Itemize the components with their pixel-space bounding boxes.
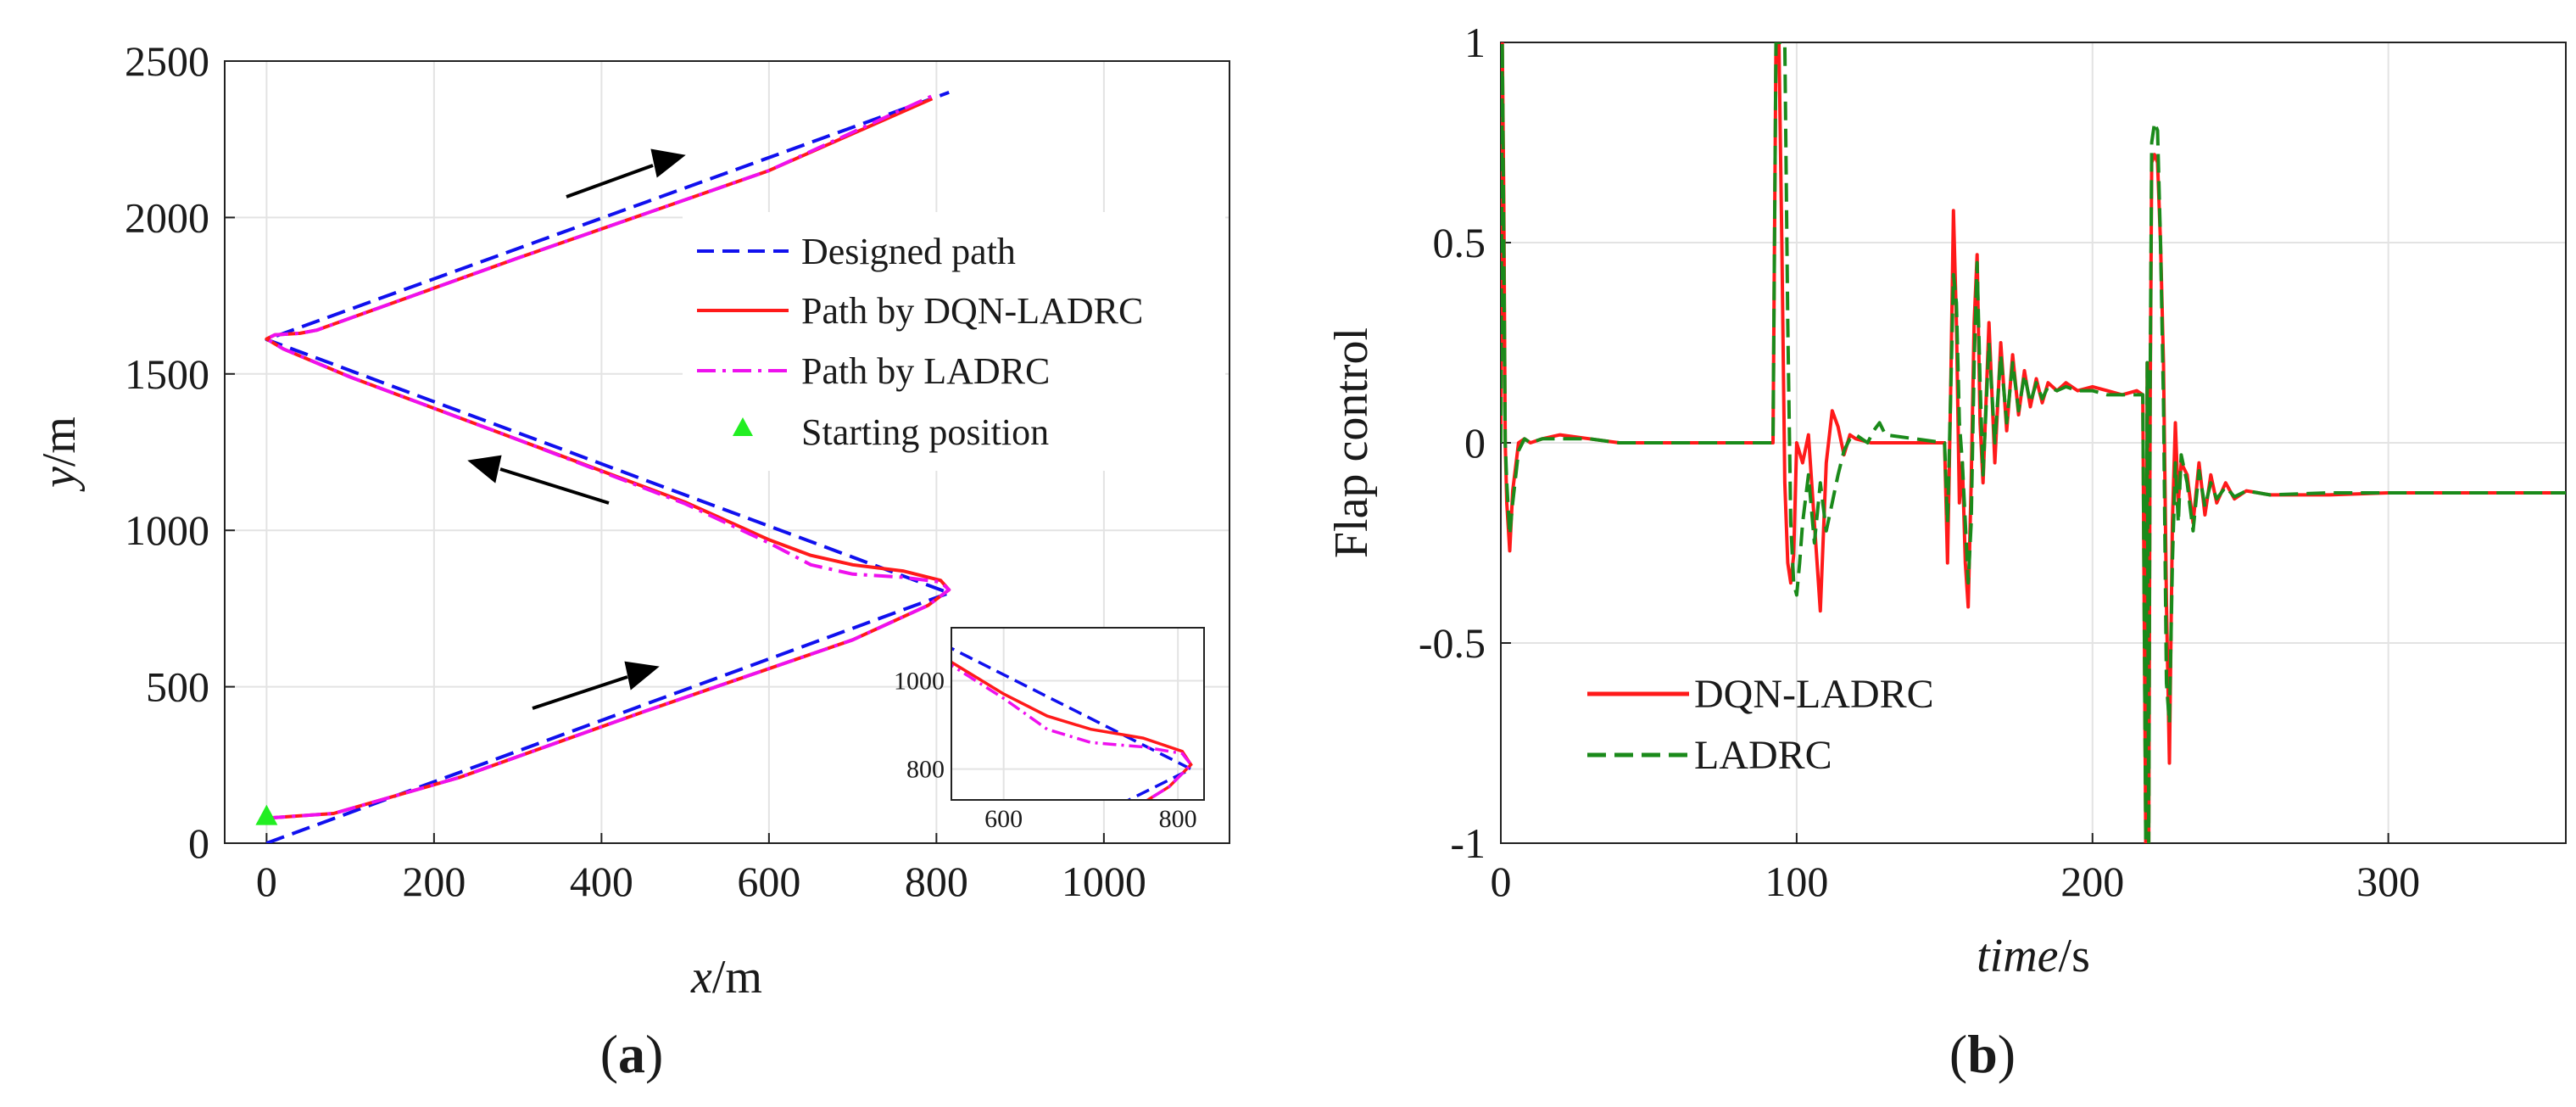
chart-a-xtick-label-5: 1000 <box>1062 858 1146 905</box>
legend-label-ladrc: Path by LADRC <box>801 350 1050 392</box>
inset-series-line-1 <box>951 660 1193 800</box>
legend-label-designed: Designed path <box>801 231 1016 272</box>
chart-a-ytick-label-1: 500 <box>146 663 209 711</box>
chart-a-xlabel: x/m <box>690 951 762 1004</box>
chart-a-series-line-0 <box>265 91 951 843</box>
chart-b-xtick-label-0: 0 <box>1491 858 1512 905</box>
chart-b-xtick-label-3: 300 <box>2356 858 2420 905</box>
arrowhead-upper <box>650 148 686 178</box>
chart-a-plot-frame <box>224 60 1230 844</box>
inset-frame <box>951 627 1205 801</box>
inset-xtick-label-1: 800 <box>1159 805 1197 833</box>
inset-ytick-label-0: 800 <box>906 756 945 784</box>
chart-b-ylabel: Flap control <box>1325 327 1378 558</box>
chart-b-legend: DQN-LADRC LADRC <box>1587 672 1934 778</box>
chart-b-xtick-label-2: 200 <box>2060 858 2124 905</box>
chart-b-ytick-label-0: -1 <box>1450 819 1486 867</box>
chart-a-panel-label: (a) <box>600 1024 664 1084</box>
chart-a-ytick-label-0: 0 <box>188 819 209 867</box>
chart-a: 0 200 400 600 800 1000 0 500 1000 1500 2000 2500 De… <box>33 37 1230 1084</box>
legend-a-box <box>683 212 1225 471</box>
chart-b-ytick-label-2: 0 <box>1464 419 1486 467</box>
chart-b-series-line-0 <box>1501 42 2566 843</box>
inset-series-line-2 <box>951 663 1193 800</box>
arrow-lower <box>532 675 628 710</box>
legend-label-dqn-ladrc: DQN-LADRC <box>1694 672 1934 717</box>
legend-label-dqn: Path by DQN-LADRC <box>801 290 1143 332</box>
chart-b-ticks: 0 100 200 300 -1 -0.5 0 0.5 1 <box>1419 19 2420 905</box>
chart-b-xtick-label-1: 100 <box>1765 858 1828 905</box>
chart-b-series <box>1501 42 2566 843</box>
direction-arrows <box>467 148 686 710</box>
arrow-middle <box>499 467 610 505</box>
chart-a-ylabel: y/m <box>33 417 86 492</box>
chart-b: 0 100 200 300 -1 -0.5 0 0.5 1 DQN-LADRC LADRC ti… <box>1325 19 2567 1084</box>
chart-b-ytick-label-3: 0.5 <box>1433 219 1486 266</box>
chart-b-xlabel: time/s <box>1977 930 2090 982</box>
chart-a-xtick-label-3: 600 <box>737 858 800 905</box>
chart-a-ytick-label-3: 1500 <box>125 350 209 398</box>
chart-a-inset: 600 800 800 1000 <box>894 627 1205 833</box>
chart-a-xtick-label-0: 0 <box>256 858 277 905</box>
legend-label-start: Starting position <box>801 411 1049 453</box>
inset-ytick-label-1: 1000 <box>894 667 945 695</box>
chart-a-series <box>255 91 951 843</box>
arrowhead-lower <box>624 661 660 690</box>
chart-a-xtick-label-2: 400 <box>570 858 633 905</box>
legend-marker-start <box>733 417 753 436</box>
chart-a-ytick-label-5: 2500 <box>125 37 209 85</box>
chart-a-legend: Designed path Path by DQN-LADRC Path by … <box>683 212 1225 471</box>
chart-a-ticks: 0 200 400 600 800 1000 0 500 1000 1500 2000 2500 <box>125 37 1146 905</box>
inset-xtick-label-0: 600 <box>984 805 1023 833</box>
legend-label-ladrc-b: LADRC <box>1694 733 1832 778</box>
inset-series <box>951 646 1195 800</box>
inset-ticks: 600 800 800 1000 <box>894 667 1197 833</box>
chart-b-series-line-1 <box>1501 42 2566 843</box>
inset-grid <box>951 628 1204 800</box>
arrow-upper <box>566 164 654 198</box>
chart-a-series-line-2 <box>265 92 951 820</box>
chart-b-ytick-label-1: -0.5 <box>1419 619 1486 667</box>
chart-a-ytick-label-4: 2000 <box>125 193 209 241</box>
chart-b-panel-label: (b) <box>1949 1024 2016 1084</box>
inset-background <box>951 628 1204 800</box>
arrowhead-middle <box>467 455 502 484</box>
chart-a-ytick-label-2: 1000 <box>125 506 209 554</box>
chart-a-start-marker <box>255 804 278 825</box>
chart-a-xtick-label-1: 200 <box>402 858 466 905</box>
chart-b-ytick-label-4: 1 <box>1464 19 1486 66</box>
chart-a-xtick-label-4: 800 <box>905 858 968 905</box>
